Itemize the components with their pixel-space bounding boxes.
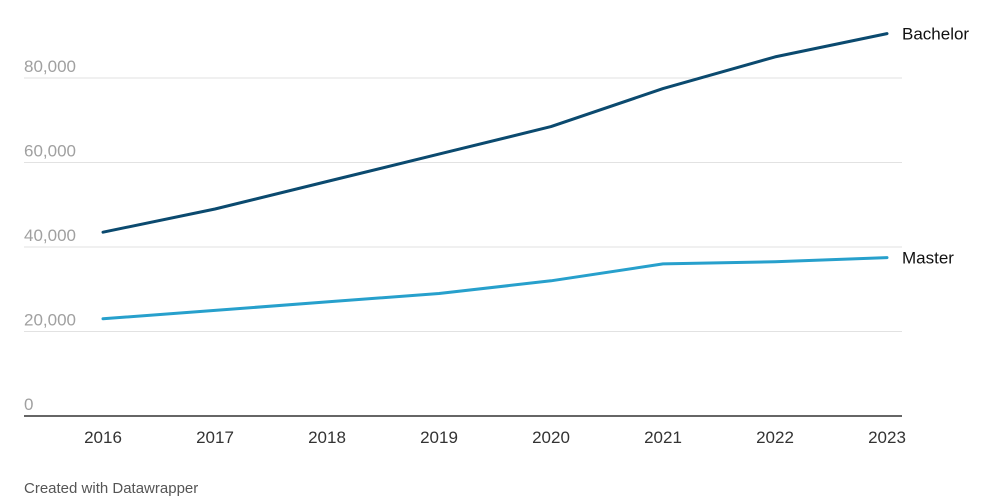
x-axis-tick-labels: 2016 2017 2018 2019 2020 2021 2022 2023 [84, 428, 906, 447]
series-line-bachelor [101, 32, 889, 234]
series-label-master: Master [902, 249, 954, 268]
x-tick-label: 2016 [84, 428, 122, 447]
x-tick-label: 2020 [532, 428, 570, 447]
series-label-bachelor: Bachelor [902, 25, 969, 44]
x-tick-label: 2022 [756, 428, 794, 447]
x-tick-label: 2021 [644, 428, 682, 447]
x-tick-label: 2019 [420, 428, 458, 447]
y-tick-label: 20,000 [24, 311, 76, 330]
y-tick-label: 80,000 [24, 57, 76, 76]
series-labels: Bachelor Master [902, 25, 969, 268]
x-tick-label: 2017 [196, 428, 234, 447]
series-lines [101, 32, 889, 321]
x-tick-label: 2023 [868, 428, 906, 447]
y-tick-label: 60,000 [24, 142, 76, 161]
footer-credit: Created with Datawrapper [24, 480, 199, 497]
gridlines [24, 77, 902, 332]
y-tick-label: 0 [24, 395, 33, 414]
y-tick-label: 40,000 [24, 226, 76, 245]
series-line-master [101, 256, 889, 321]
x-tick-label: 2018 [308, 428, 346, 447]
y-axis-tick-labels: 0 20,000 40,000 60,000 80,000 [24, 57, 76, 414]
